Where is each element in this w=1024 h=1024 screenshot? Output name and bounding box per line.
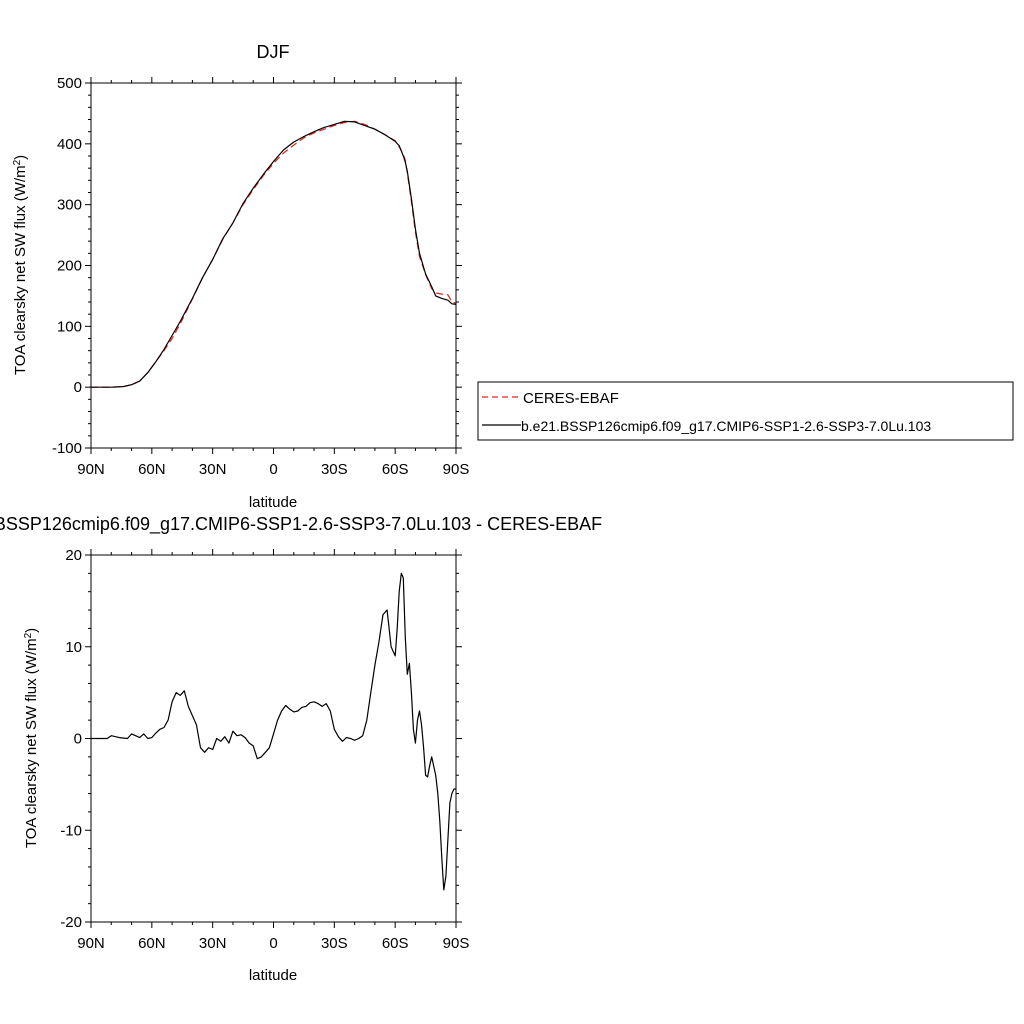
top-chart-y-tick-label: 200 — [57, 258, 82, 275]
bottom-chart-x-axis-label: latitude — [249, 967, 297, 984]
top-chart-y-axis-label-sup: 2 — [12, 159, 23, 165]
top-chart-x-tick-label: 90S — [443, 461, 470, 478]
top-chart-y-tick-labels: -100 0 100 200 300 400 500 — [52, 75, 82, 457]
bottom-chart-y-tick-label: -20 — [60, 914, 82, 931]
bottom-chart: b.e21.BSSP126cmip6.f09_g17.CMIP6-SSP1-2.… — [0, 514, 602, 984]
bottom-chart-x-tick-labels: 90N 60N 30N 0 30S 60S 90S — [77, 935, 469, 952]
top-chart-y-axis-label: TOA clearsky net SW flux (W/m2) — [12, 155, 30, 375]
bottom-chart-x-tick-label: 30S — [321, 935, 348, 952]
bottom-chart-y-tick-label: 0 — [74, 731, 82, 748]
top-chart-frame — [90, 82, 457, 449]
bottom-chart-x-tick-label: 0 — [269, 935, 277, 952]
top-chart-ticks — [85, 77, 462, 454]
bottom-chart-y-axis-label: TOA clearsky net SW flux (W/m2) — [23, 628, 41, 848]
top-chart-x-tick-label: 0 — [269, 461, 277, 478]
top-chart-x-tick-label: 90N — [77, 461, 105, 478]
bottom-chart-x-tick-label: 60N — [138, 935, 166, 952]
bottom-chart-y-tick-labels: -20 -10 0 10 20 — [60, 547, 82, 931]
top-chart-x-tick-labels: 90N 60N 30N 0 30S 60S 90S — [77, 461, 469, 478]
top-chart-y-tick-label: -100 — [52, 440, 82, 457]
top-chart-x-tick-label: 60N — [138, 461, 166, 478]
bottom-chart-frame — [90, 554, 457, 923]
bottom-chart-series-line-0 — [91, 572, 456, 891]
top-chart-y-tick-label: 500 — [57, 75, 82, 92]
bottom-chart-x-tick-label: 30N — [199, 935, 227, 952]
top-chart-title: DJF — [257, 42, 290, 62]
bottom-chart-y-axis-label-main: TOA clearsky net SW flux (W/m — [23, 638, 40, 848]
bottom-chart-y-axis-label-sup: 2 — [23, 632, 34, 638]
bottom-chart-y-tick-label: 20 — [65, 547, 82, 564]
legend-label-ceres: CERES-EBAF — [523, 390, 619, 407]
bottom-chart-y-tick-label: 10 — [65, 639, 82, 656]
bottom-chart-x-tick-label: 60S — [382, 935, 409, 952]
top-chart-y-tick-label: 0 — [74, 379, 82, 396]
top-chart: DJF 90N 60N 30N 0 30S 60S 90S -100 0 100 200 300 40… — [12, 42, 470, 511]
top-chart-plot-area — [91, 120, 457, 388]
top-chart-x-tick-label: 30S — [321, 461, 348, 478]
top-chart-y-axis-label-main: TOA clearsky net SW flux (W/m — [12, 165, 29, 375]
top-chart-x-axis-label: latitude — [249, 494, 297, 511]
legend: CERES-EBAF b.e21.BSSP126cmip6.f09_g17.CM… — [477, 381, 1014, 441]
bottom-chart-y-axis-label-close: ) — [23, 628, 40, 633]
bottom-chart-x-tick-label: 90N — [77, 935, 105, 952]
top-chart-series-line-1 — [91, 120, 457, 388]
top-chart-x-tick-label: 60S — [382, 461, 409, 478]
top-chart-y-tick-label: 300 — [57, 197, 82, 214]
bottom-chart-plot-area — [91, 572, 456, 891]
top-chart-y-tick-label: 400 — [57, 136, 82, 153]
bottom-chart-y-tick-label: -10 — [60, 822, 82, 839]
top-chart-y-axis-label-close: ) — [12, 155, 29, 160]
bottom-chart-ticks — [85, 549, 462, 928]
legend-box — [477, 381, 1014, 441]
top-chart-y-tick-label: 100 — [57, 318, 82, 335]
legend-label-model: b.e21.BSSP126cmip6.f09_g17.CMIP6-SSP1-2.… — [521, 418, 931, 434]
top-chart-x-tick-label: 30N — [199, 461, 227, 478]
bottom-chart-x-tick-label: 90S — [443, 935, 470, 952]
bottom-chart-title: b.e21.BSSP126cmip6.f09_g17.CMIP6-SSP1-2.… — [0, 514, 602, 535]
